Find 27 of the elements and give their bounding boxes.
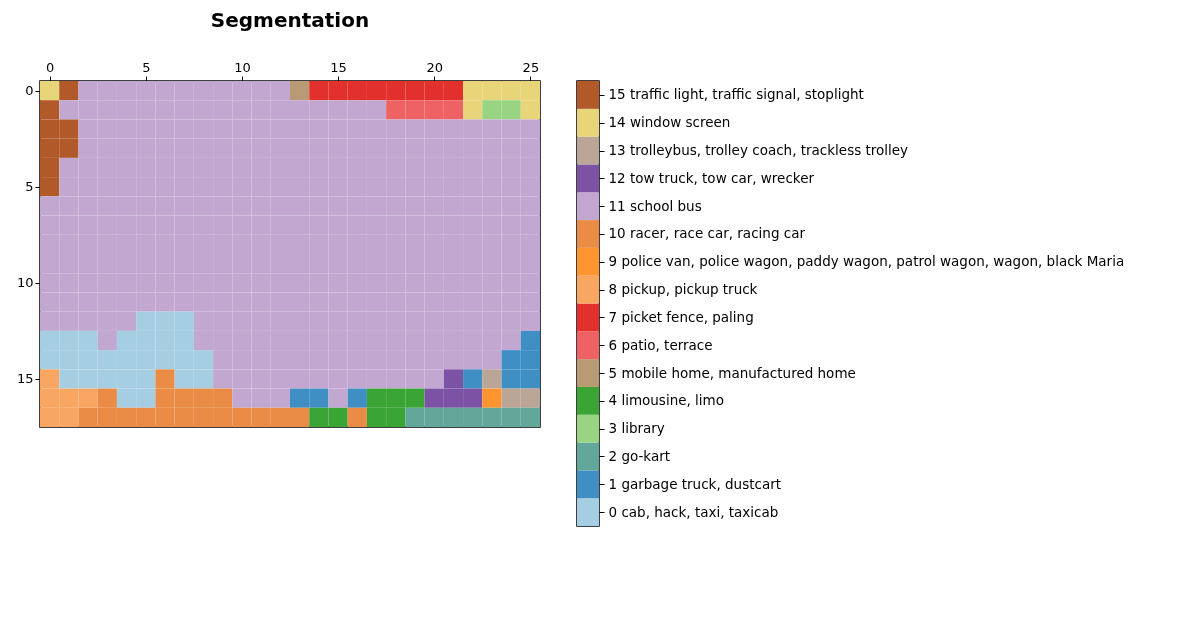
color-bar-label: 13 trolleybus, trolley coach, trackless trolley: [608, 142, 909, 159]
x-tick-label: 20: [426, 59, 443, 75]
x-tick-label: 25: [522, 59, 540, 75]
y-tick-label: 15: [16, 371, 34, 387]
color-bar-label: 15 traffic light, traffic signal, stoplight: [608, 86, 864, 103]
x-tick-label: 15: [330, 59, 347, 75]
color-bar-label: 5 mobile home, manufactured home: [608, 364, 856, 381]
color-bar-label: 11 school bus: [608, 197, 702, 214]
color-bar-label: 3 library: [608, 420, 665, 437]
color-bar-label: 1 garbage truck, dustcart: [608, 475, 781, 492]
color-bar-label: 4 limousine, limo: [608, 392, 724, 409]
color-bar-label: 2 go-kart: [608, 447, 671, 464]
x-tick-label: 0: [45, 59, 55, 75]
color-bar-label: 6 patio, terrace: [608, 336, 713, 353]
y-tick-label: 0: [25, 83, 34, 99]
y-tick-label: 5: [25, 179, 34, 195]
color-bar-label: 12 tow truck, tow car, wrecker: [608, 169, 815, 186]
color-bar-label: 10 racer, race car, racing car: [608, 225, 806, 242]
chart-title: Segmentation: [210, 8, 370, 32]
y-tick-label: 10: [16, 275, 34, 291]
color-bar-label: 9 police van, police wagon, paddy wagon, patrol wagon, wagon, black Maria: [608, 253, 1125, 270]
x-tick-label: 5: [142, 59, 151, 75]
color-bar-label: 7 picket fence, paling: [608, 308, 754, 325]
color-bar-label: 0 cab, hack, taxi, taxicab: [608, 503, 779, 520]
x-tick-label: 10: [234, 59, 251, 75]
color-bar-label: 14 window screen: [608, 114, 731, 131]
color-bar-label: 8 pickup, pickup truck: [608, 281, 758, 298]
